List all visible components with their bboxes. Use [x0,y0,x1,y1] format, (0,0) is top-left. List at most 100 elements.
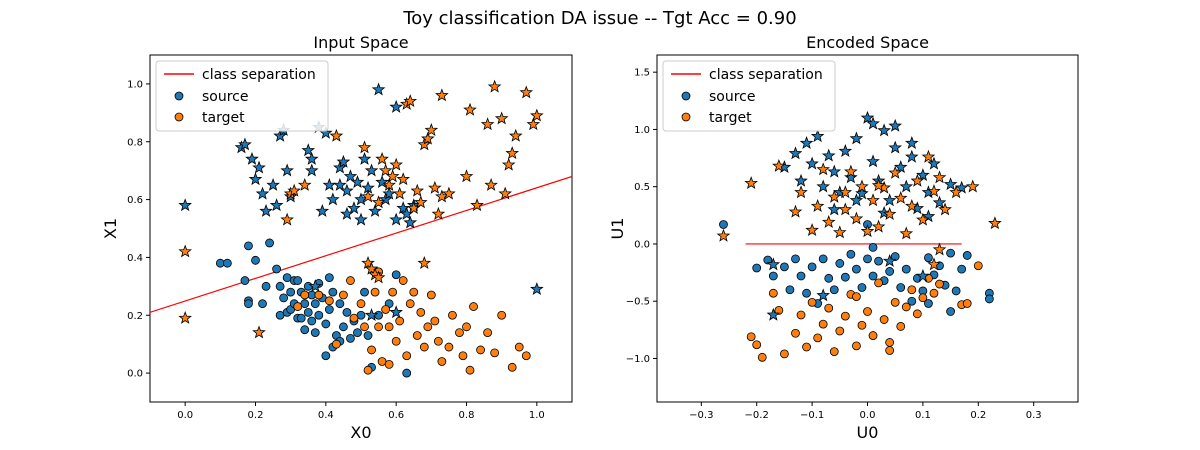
target-point [374,322,383,332]
source-star-point [238,137,252,151]
target-star-point [178,244,192,258]
target-star-point [371,195,386,209]
source-point [835,259,845,268]
target-point [384,322,394,332]
source-point [272,264,282,274]
source-star-point [357,151,372,165]
source-star-point [259,204,273,217]
target-star-point [910,173,925,187]
legend-box [155,60,329,132]
source-star-point [860,110,875,124]
target-star-point [816,162,830,176]
target-point [293,302,303,311]
source-star-point [375,175,389,189]
target-star-point [431,206,446,220]
source-point [296,313,306,323]
target-point [331,339,341,349]
target-point [813,333,823,343]
source-star-point [368,204,382,217]
legend-label-source: source [709,89,756,105]
source-point [924,253,933,263]
source-point [279,293,289,303]
target-point [455,328,464,338]
encoded-space-panel: Encoded Space −0.3 −0.2 −0.1 0.0 0.1 0.2 0.3 −1.… [608,33,1079,442]
target-star-point [364,261,379,275]
target-point [391,336,401,346]
target-point [935,279,944,289]
source-point [261,281,271,291]
source-star-point [252,160,266,174]
source-point [868,271,878,281]
target-point [324,296,334,306]
source-star-point [849,131,864,145]
target-star-point [297,177,312,191]
target-point [885,338,895,347]
source-point [857,283,867,292]
target-point [448,310,457,320]
target-star-point [501,157,516,171]
source-point [785,285,795,295]
source-star-point [816,179,830,193]
target-point [912,309,922,319]
target-star-point [329,128,344,142]
source-star-point [855,186,869,200]
target-star-point [855,179,869,193]
y-tick-label: 0.8 [127,137,143,148]
target-point [514,342,524,352]
source-point [258,299,267,309]
source-point [321,351,331,361]
target-star-point [410,183,425,197]
source-star-point [866,116,880,130]
target-star-point [417,256,432,269]
source-star-point [877,123,891,137]
target-point [300,290,310,300]
figure-title: Toy classification DA issue -- Tgt Acc =… [402,8,796,29]
y-tick-label: 1.0 [127,79,143,90]
source-point [353,328,362,338]
source-star-point [364,308,379,322]
source-star-point [350,175,365,189]
source-point [957,264,967,274]
target-star-point [463,102,477,116]
source-point [303,307,313,317]
target-star-point [932,170,947,184]
target-point [929,288,939,298]
legend-target-swatch [681,112,691,122]
source-point [885,267,895,276]
target-point [962,299,972,308]
source-point [391,270,401,280]
target-star-point [927,257,941,271]
source-star-point [799,136,814,149]
target-point [791,328,800,338]
target-star-point [849,211,864,225]
target-star-point [716,228,731,242]
source-point [719,220,728,229]
target-star-point [860,224,875,238]
source-star-point [932,195,947,209]
legend-source-swatch [174,91,184,101]
target-star-point [916,212,930,226]
y-tick-label: 0.6 [127,195,143,206]
source-star-point [343,169,358,183]
source-star-point [916,168,930,182]
target-star-point [526,117,541,131]
target-star-point [988,216,1002,230]
x-tick-label: 0.4 [318,410,334,421]
target-star-point [871,178,886,192]
source-point [907,296,917,306]
legend-label-separation: class separation [202,67,316,83]
target-point [370,287,380,297]
source-star-point [371,82,386,96]
target-star-point [932,242,947,256]
source-point [807,262,817,272]
source-star-point [844,170,858,184]
x-tick-label: 0.3 [1026,410,1042,421]
source-point [324,273,334,283]
source-point [310,299,320,309]
target-point [840,311,850,321]
target-star-point [833,225,847,239]
target-star-point [392,186,407,200]
target-star-point [888,165,902,179]
source-star-point [893,160,908,174]
x-tick-label: 0.0 [860,410,876,421]
